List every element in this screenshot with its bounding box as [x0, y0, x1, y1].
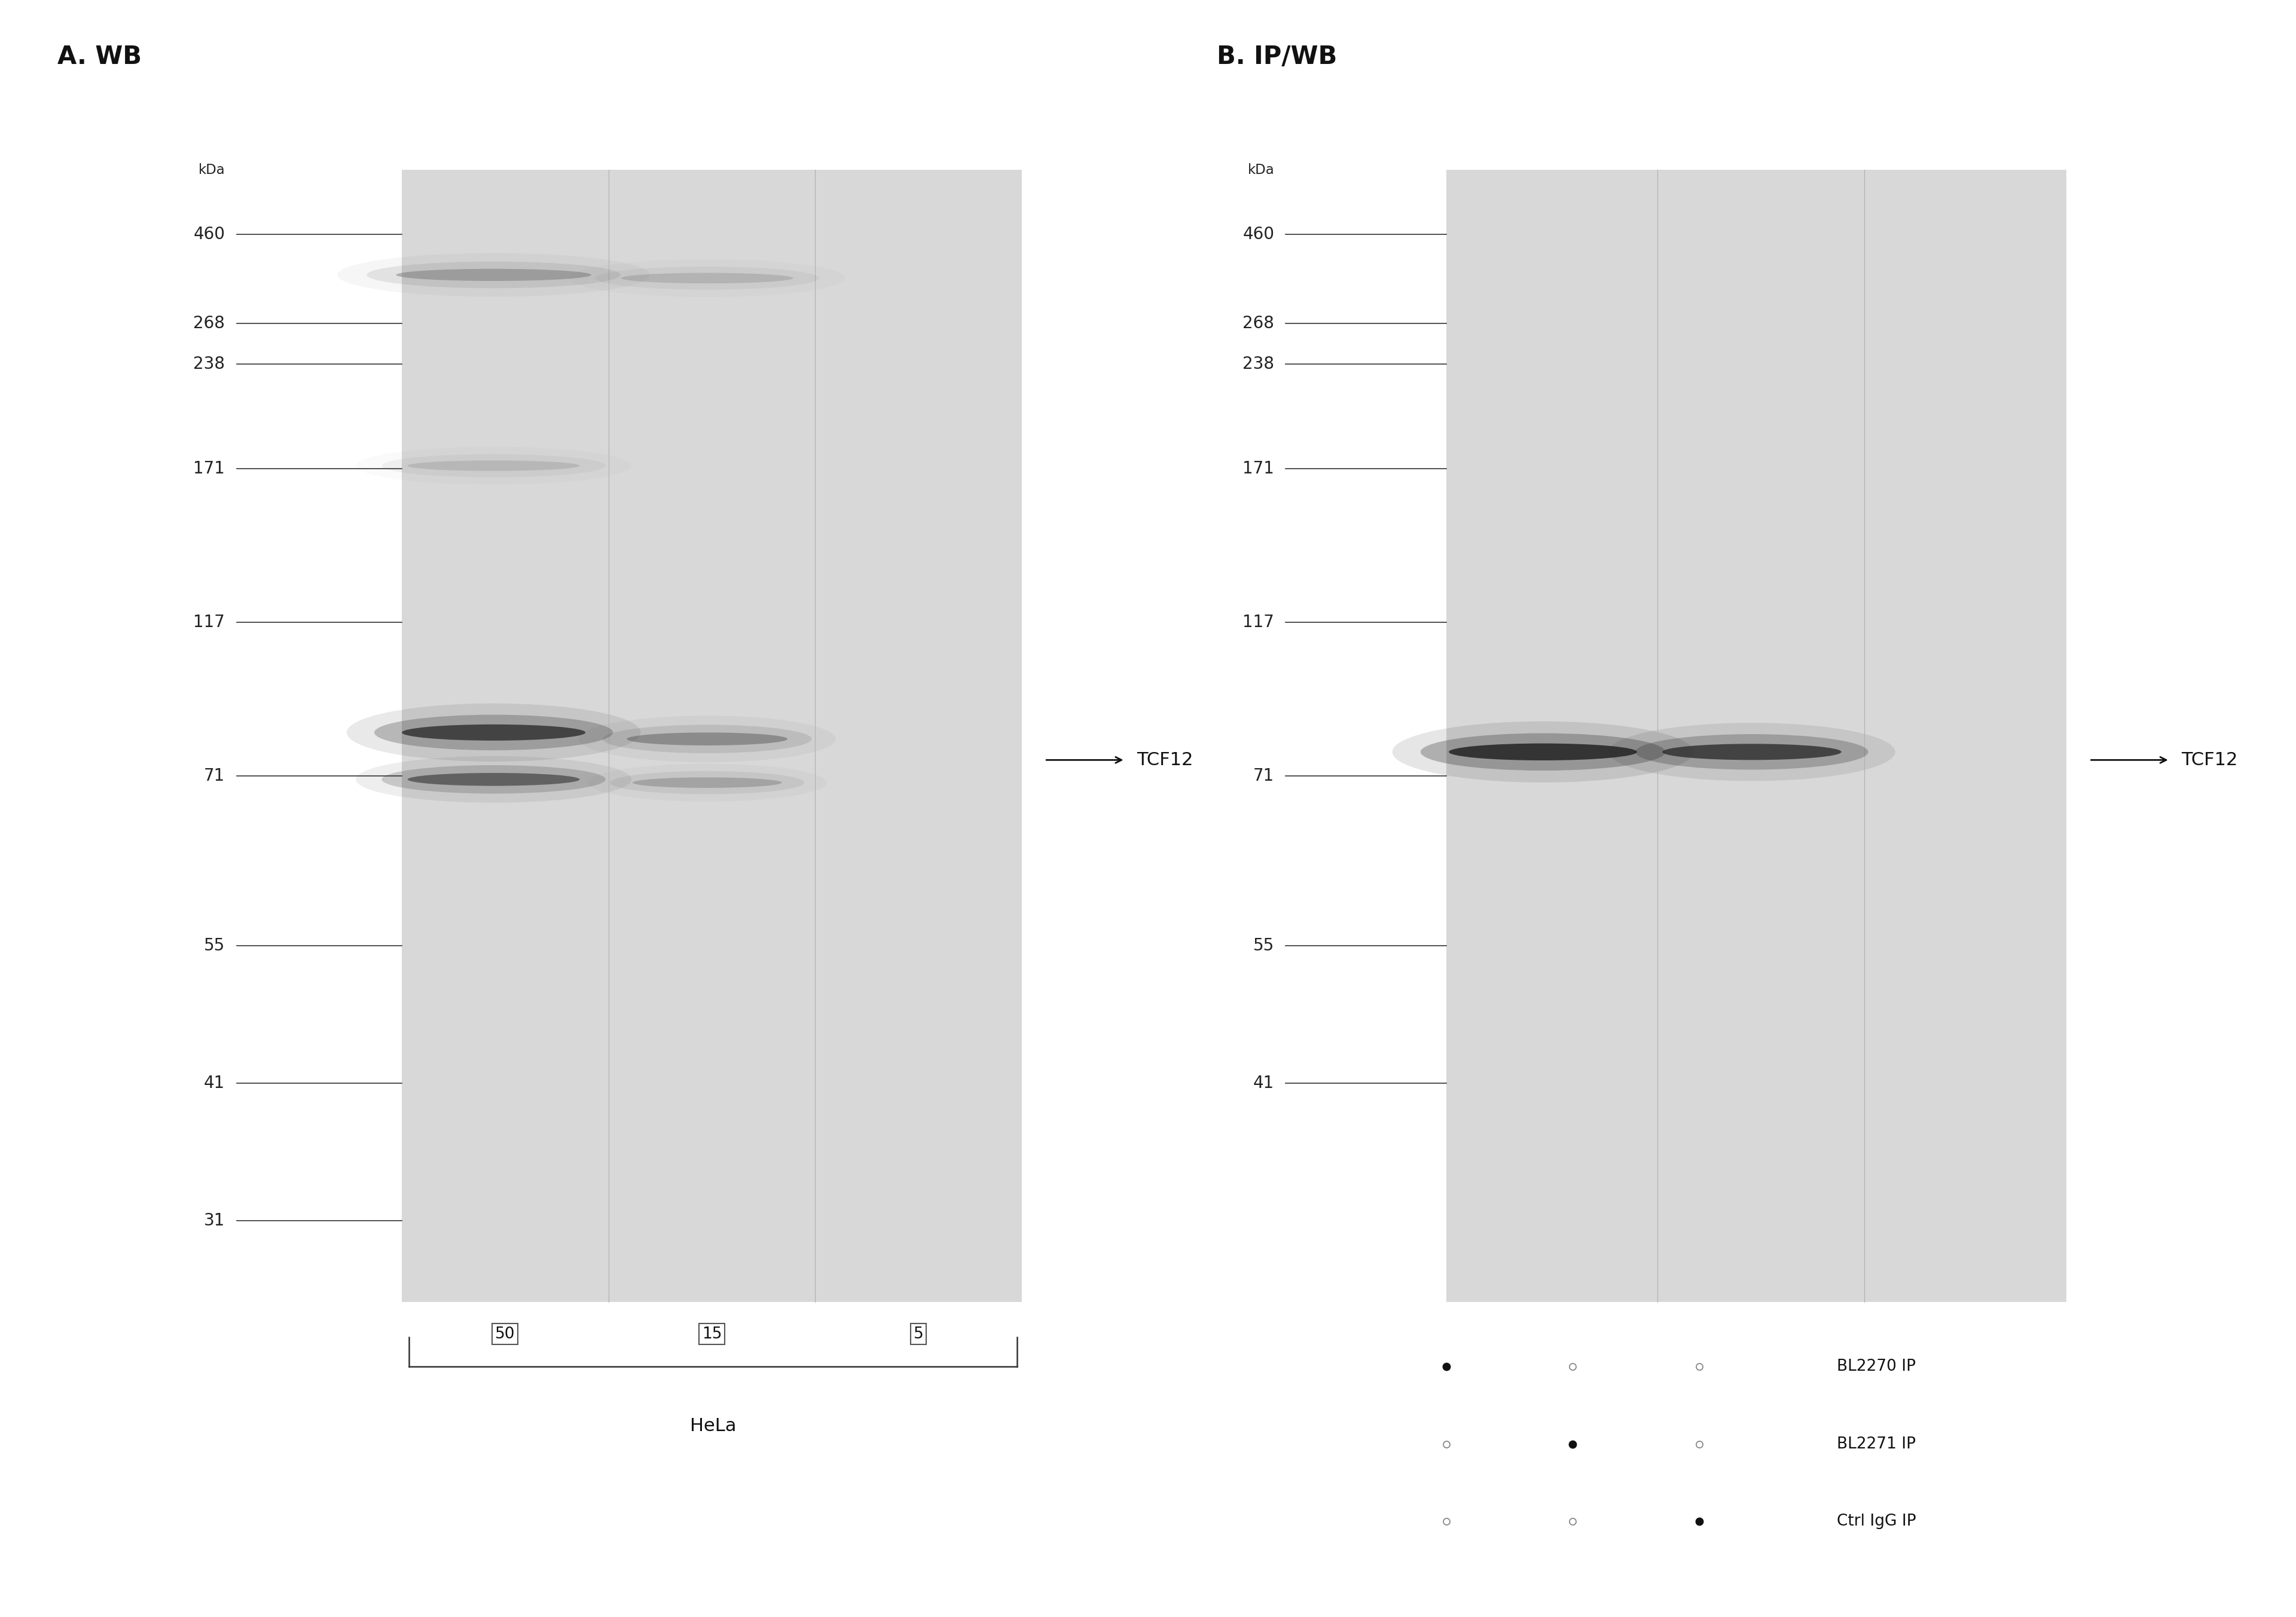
Text: HeLa: HeLa [689, 1418, 737, 1434]
Text: 41: 41 [1254, 1075, 1274, 1091]
Ellipse shape [374, 715, 613, 750]
Ellipse shape [347, 703, 641, 762]
Bar [1446, 170, 2066, 1302]
Text: A. WB: A. WB [57, 44, 142, 70]
Text: 55: 55 [204, 938, 225, 954]
Ellipse shape [579, 716, 836, 762]
Text: TCF12: TCF12 [2181, 752, 2239, 768]
Ellipse shape [381, 454, 606, 477]
Text: 71: 71 [204, 768, 225, 784]
Ellipse shape [611, 771, 804, 794]
Text: 71: 71 [1254, 768, 1274, 784]
Text: 31: 31 [204, 1213, 225, 1229]
Text: 268: 268 [193, 315, 225, 331]
Bar [402, 170, 1022, 1302]
Text: 117: 117 [1242, 614, 1274, 631]
Ellipse shape [1449, 744, 1637, 760]
Text: 171: 171 [1242, 461, 1274, 477]
Text: 460: 460 [193, 226, 225, 243]
Ellipse shape [1635, 734, 1869, 770]
Ellipse shape [627, 733, 788, 745]
Ellipse shape [356, 757, 631, 802]
Ellipse shape [1391, 721, 1694, 783]
Text: 117: 117 [193, 614, 225, 631]
Ellipse shape [381, 765, 606, 794]
Text: TCF12: TCF12 [1137, 752, 1194, 768]
Text: 5: 5 [914, 1326, 923, 1342]
Ellipse shape [367, 262, 620, 288]
Text: 41: 41 [204, 1075, 225, 1091]
Text: 238: 238 [1242, 356, 1274, 372]
Ellipse shape [409, 773, 579, 786]
Text: B. IP/WB: B. IP/WB [1217, 44, 1336, 70]
Text: 460: 460 [1242, 226, 1274, 243]
Text: Ctrl IgG IP: Ctrl IgG IP [1837, 1514, 1917, 1530]
Ellipse shape [1662, 744, 1841, 760]
Ellipse shape [620, 273, 794, 283]
Ellipse shape [1421, 733, 1665, 771]
Text: 55: 55 [1254, 938, 1274, 954]
Text: 15: 15 [703, 1326, 721, 1342]
Ellipse shape [395, 268, 592, 281]
Ellipse shape [402, 724, 585, 741]
Text: kDa: kDa [197, 163, 225, 176]
Text: kDa: kDa [1247, 163, 1274, 176]
Ellipse shape [602, 724, 813, 754]
Text: BL2270 IP: BL2270 IP [1837, 1358, 1915, 1374]
Ellipse shape [595, 267, 820, 289]
Ellipse shape [338, 254, 650, 298]
Text: 171: 171 [193, 461, 225, 477]
Ellipse shape [1609, 723, 1894, 781]
Text: 50: 50 [496, 1326, 514, 1342]
Text: BL2271 IP: BL2271 IP [1837, 1436, 1915, 1452]
Text: 268: 268 [1242, 315, 1274, 331]
Ellipse shape [409, 461, 579, 471]
Ellipse shape [634, 778, 781, 787]
Text: 238: 238 [193, 356, 225, 372]
